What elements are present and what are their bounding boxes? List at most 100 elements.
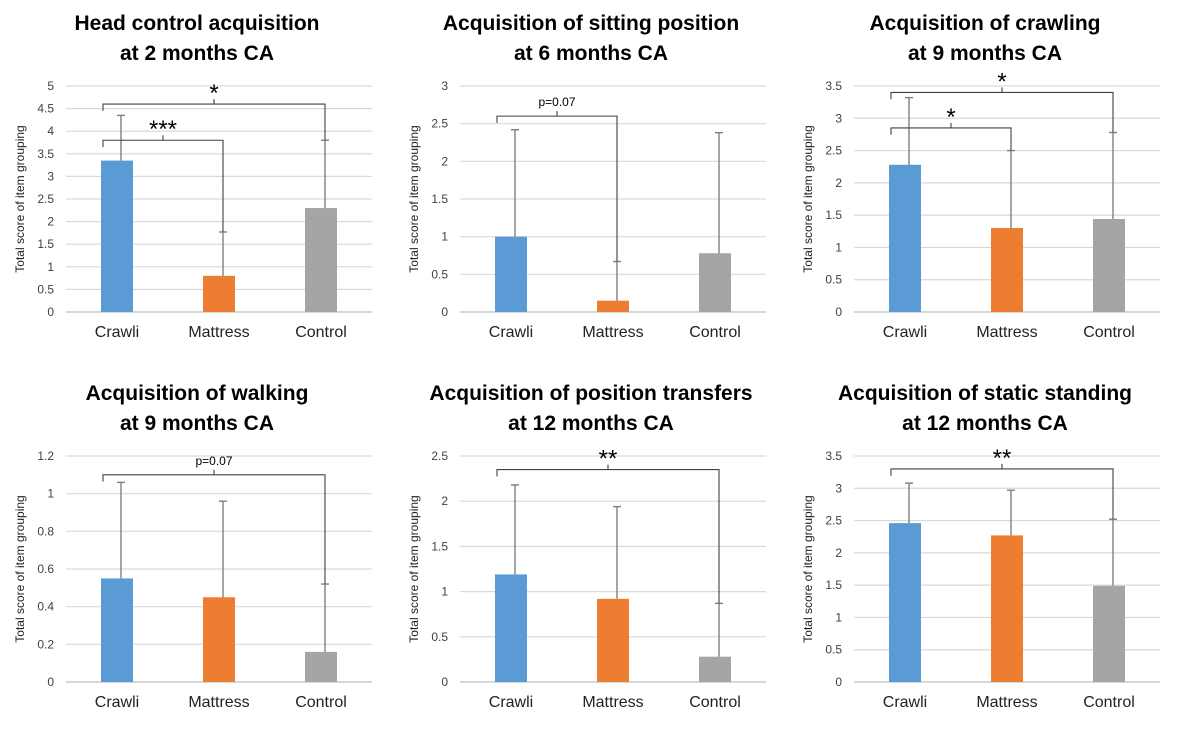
y-tick-label: 1 xyxy=(47,487,54,501)
chart-title-line: Acquisition of static standing xyxy=(838,382,1132,405)
y-tick-label: 0.5 xyxy=(825,643,842,657)
chart-svg: Head control acquisition at 2 months CA To… xyxy=(13,12,372,341)
significance-label: ** xyxy=(599,446,618,473)
bar-mattress xyxy=(597,300,629,312)
chart-panel-position-transfers: Acquisition of position transfers at 12 m… xyxy=(394,370,788,740)
chart-svg: Acquisition of walking at 9 months CA Tota… xyxy=(13,382,372,711)
y-tick-label: 0 xyxy=(47,305,54,319)
y-tick-label: 2 xyxy=(441,154,448,168)
significance-label: * xyxy=(997,68,1006,95)
y-tick-label: 1 xyxy=(835,240,842,254)
significance-label: *** xyxy=(149,116,177,143)
y-tick-label: 1.5 xyxy=(431,539,448,553)
category-label: Mattress xyxy=(582,694,643,711)
chart-panel-sitting: Acquisition of sitting position at 6 mont… xyxy=(394,0,788,370)
chart-svg: Acquisition of position transfers at 12 m… xyxy=(407,382,766,711)
chart-title-line: Acquisition of position transfers xyxy=(429,382,752,405)
bar-crawli xyxy=(889,523,921,682)
y-tick-label: 3 xyxy=(441,79,448,93)
chart-title-line: at 9 months CA xyxy=(120,412,274,435)
bar-control xyxy=(305,651,337,682)
y-tick-label: 1 xyxy=(835,610,842,624)
y-tick-label: 2.5 xyxy=(431,449,448,463)
category-label: Control xyxy=(1083,324,1135,341)
category-label: Crawli xyxy=(95,694,139,711)
y-tick-label: 2.5 xyxy=(431,117,448,131)
significance-bracket xyxy=(102,103,326,141)
y-tick-label: 2.5 xyxy=(37,192,54,206)
chart-title-line: Acquisition of sitting position xyxy=(443,12,739,35)
y-tick-label: 2.5 xyxy=(825,144,842,158)
bar-crawli xyxy=(101,160,133,312)
category-label: Control xyxy=(1083,694,1135,711)
y-tick-label: 3.5 xyxy=(825,449,842,463)
y-tick-label: 3 xyxy=(835,481,842,495)
significance-bracket xyxy=(890,468,1114,520)
y-tick-label: 1.5 xyxy=(825,578,842,592)
category-label: Control xyxy=(689,694,741,711)
chart-title-line: Head control acquisition xyxy=(74,12,319,35)
y-tick-label: 0.5 xyxy=(431,267,448,281)
y-tick-label: 1.5 xyxy=(37,237,54,251)
category-label: Crawli xyxy=(489,694,533,711)
y-axis-label: Total score of item grouping xyxy=(407,495,421,642)
bar-mattress xyxy=(597,598,629,682)
category-label: Mattress xyxy=(188,694,249,711)
category-label: Mattress xyxy=(976,324,1037,341)
y-axis-label: Total score of item grouping xyxy=(13,125,27,272)
significance-label: ** xyxy=(993,445,1012,472)
significance-bracket xyxy=(102,474,326,585)
category-label: Control xyxy=(295,694,347,711)
y-tick-label: 0.8 xyxy=(37,524,54,538)
y-tick-label: 0 xyxy=(835,675,842,689)
chart-title-line: at 9 months CA xyxy=(908,42,1062,65)
y-tick-label: 0 xyxy=(47,675,54,689)
category-label: Mattress xyxy=(976,694,1037,711)
y-tick-label: 0.5 xyxy=(431,630,448,644)
y-tick-label: 0 xyxy=(441,675,448,689)
category-label: Crawli xyxy=(883,324,927,341)
y-axis-label: Total score of item grouping xyxy=(801,125,815,272)
y-tick-label: 4 xyxy=(47,124,54,138)
y-tick-label: 1 xyxy=(47,260,54,274)
y-tick-label: 2 xyxy=(47,215,54,229)
y-tick-label: 1.5 xyxy=(825,208,842,222)
bar-mattress xyxy=(203,275,235,312)
chart-panel-walking: Acquisition of walking at 9 months CA Tota… xyxy=(0,370,394,740)
y-tick-label: 0.5 xyxy=(825,273,842,287)
bar-mattress xyxy=(203,597,235,682)
significance-label: * xyxy=(209,80,218,107)
y-tick-label: 1 xyxy=(441,585,448,599)
y-tick-label: 1 xyxy=(441,230,448,244)
y-tick-label: 2.5 xyxy=(825,514,842,528)
y-tick-label: 0.4 xyxy=(37,600,54,614)
y-tick-label: 3.5 xyxy=(825,79,842,93)
y-tick-label: 1.5 xyxy=(431,192,448,206)
bar-crawli xyxy=(889,164,921,312)
y-tick-label: 0.5 xyxy=(37,282,54,296)
chart-panel-head-control: Head control acquisition at 2 months CA To… xyxy=(0,0,394,370)
bar-crawli xyxy=(495,574,527,682)
bar-control xyxy=(1093,585,1125,682)
chart-title-line: at 2 months CA xyxy=(120,42,274,65)
category-label: Mattress xyxy=(582,324,643,341)
y-tick-label: 4.5 xyxy=(37,102,54,116)
y-axis-label: Total score of item grouping xyxy=(13,495,27,642)
y-axis-label: Total score of item grouping xyxy=(407,125,421,272)
chart-panel-crawling: Acquisition of crawling at 9 months CA Tot… xyxy=(788,0,1182,370)
chart-panel-static-standing: Acquisition of static standing at 12 mont… xyxy=(788,370,1182,740)
chart-svg: Acquisition of crawling at 9 months CA Tot… xyxy=(801,12,1160,341)
chart-title-line: at 12 months CA xyxy=(508,412,674,435)
bar-mattress xyxy=(991,535,1023,682)
chart-title-line: at 12 months CA xyxy=(902,412,1068,435)
category-label: Crawli xyxy=(489,324,533,341)
significance-bracket xyxy=(496,469,720,604)
category-label: Mattress xyxy=(188,324,249,341)
chart-svg: Acquisition of sitting position at 6 mont… xyxy=(407,12,766,341)
y-tick-label: 3 xyxy=(835,111,842,125)
y-tick-label: 2 xyxy=(835,546,842,560)
y-tick-label: 0 xyxy=(441,305,448,319)
y-tick-label: 5 xyxy=(47,79,54,93)
chart-svg: Acquisition of static standing at 12 mont… xyxy=(801,382,1160,711)
